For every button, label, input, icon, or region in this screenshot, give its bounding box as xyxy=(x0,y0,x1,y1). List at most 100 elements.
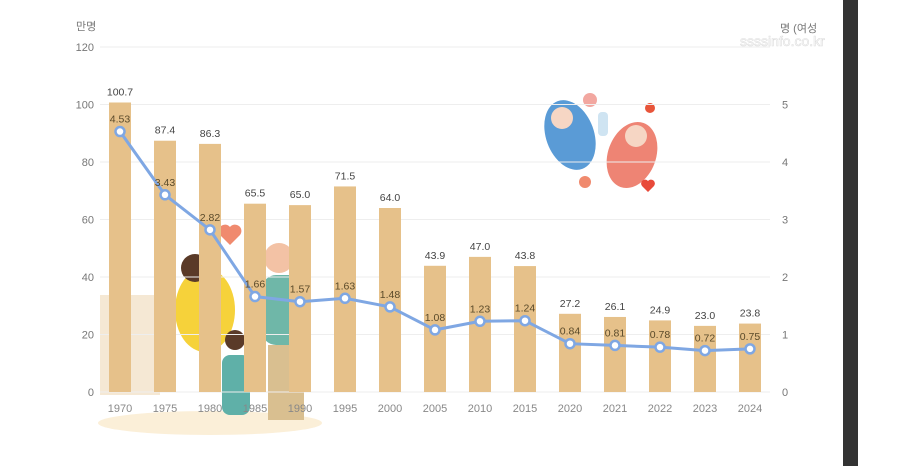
line-label-2000: 1.48 xyxy=(380,289,401,301)
x-tick-label: 2010 xyxy=(468,403,492,415)
bar-2000 xyxy=(379,208,401,392)
scrollbar-strip xyxy=(843,0,858,466)
left-tick-label: 80 xyxy=(82,157,94,169)
line-label-2015: 1.24 xyxy=(515,303,536,315)
line-label-2021: 0.81 xyxy=(605,327,626,339)
line-point-2022 xyxy=(654,341,666,353)
bar-label-1995: 71.5 xyxy=(335,170,356,182)
line-point-2005 xyxy=(429,324,441,336)
line-label-1980: 2.82 xyxy=(200,212,221,224)
line-label-2022: 0.78 xyxy=(650,329,671,341)
left-tick-label: 0 xyxy=(88,387,94,399)
heart-icon xyxy=(641,179,655,192)
right-tick-label: 0 xyxy=(782,387,788,399)
line-point-1980 xyxy=(204,224,216,236)
bar-2015 xyxy=(514,266,536,392)
bar-1980 xyxy=(199,143,221,392)
right-tick-label: 4 xyxy=(782,157,788,169)
x-tick-label: 1990 xyxy=(288,403,312,415)
bar-label-1970: 100.7 xyxy=(107,86,133,98)
line-point-2015 xyxy=(519,314,531,327)
bar-1970 xyxy=(109,102,131,393)
x-tick-label: 2024 xyxy=(738,403,762,415)
bar-2022 xyxy=(649,320,671,392)
baby-face-illustration xyxy=(625,125,647,147)
left-tick-label: 100 xyxy=(76,100,94,112)
x-tick-label: 2000 xyxy=(378,403,402,415)
line-point-2010 xyxy=(474,315,486,328)
bar-label-2010: 47.0 xyxy=(470,241,491,253)
bar-label-2000: 64.0 xyxy=(380,192,401,204)
line-point-2000 xyxy=(384,301,396,313)
left-tick-label: 60 xyxy=(82,215,94,227)
line-label-1990: 1.57 xyxy=(290,284,311,296)
x-tick-label: 2015 xyxy=(513,403,537,415)
bar-2020 xyxy=(559,313,581,392)
line-point-1990 xyxy=(294,295,306,308)
x-tick-label: 2005 xyxy=(423,403,447,415)
line-point-2020 xyxy=(564,337,576,350)
right-tick-label: 5 xyxy=(782,100,788,112)
bar-label-1985: 65.5 xyxy=(245,188,266,200)
bar-label-2020: 27.2 xyxy=(560,298,581,310)
x-tick-label: 2020 xyxy=(558,403,582,415)
x-tick-label: 2021 xyxy=(603,403,627,415)
line-point-1970 xyxy=(114,125,126,138)
bar-2024 xyxy=(739,323,761,392)
bar-label-2024: 23.8 xyxy=(740,308,761,320)
bar-label-2021: 26.1 xyxy=(605,301,626,313)
bar-2023 xyxy=(694,325,716,392)
bar-1995 xyxy=(334,186,356,392)
line-label-2023: 0.72 xyxy=(695,333,716,345)
x-tick-label: 1980 xyxy=(198,403,222,415)
heart-icon xyxy=(218,224,242,245)
right-axis-unit: 명 (여성 xyxy=(780,22,817,35)
floor-shadow xyxy=(98,411,322,435)
line-point-1975 xyxy=(159,189,171,201)
right-tick-label: 2 xyxy=(782,272,788,284)
bar-label-2015: 43.8 xyxy=(515,250,536,262)
father-head-illustration xyxy=(264,243,294,273)
line-point-2024 xyxy=(744,343,756,355)
baby-blue-illustration xyxy=(544,100,596,170)
line-point-2021 xyxy=(609,339,621,352)
line-label-2010: 1.23 xyxy=(470,303,491,315)
flower-icon xyxy=(579,176,591,188)
x-tick-label: 1970 xyxy=(108,403,132,415)
x-tick-label: 2023 xyxy=(693,403,717,415)
bar-label-2023: 23.0 xyxy=(695,310,716,322)
line-point-2023 xyxy=(699,344,711,357)
x-tick-label: 2022 xyxy=(648,403,672,415)
left-tick-label: 120 xyxy=(76,42,94,54)
bar-label-1975: 87.4 xyxy=(155,125,176,137)
x-tick-label: 1995 xyxy=(333,403,357,415)
bar-label-2005: 43.9 xyxy=(425,250,446,262)
child-head-illustration xyxy=(225,330,245,350)
line-label-1970: 4.53 xyxy=(110,114,131,126)
bar-label-1990: 65.0 xyxy=(290,189,311,201)
line-label-1985: 1.66 xyxy=(245,279,266,291)
bar-2021 xyxy=(604,316,626,392)
watermark: ssssinfo.co.kr xyxy=(740,33,825,49)
left-tick-label: 20 xyxy=(82,330,94,342)
child-illustration xyxy=(222,355,250,415)
line-point-1985 xyxy=(249,290,261,303)
left-tick-label: 40 xyxy=(82,272,94,284)
baby-face-illustration xyxy=(551,107,573,129)
bottle-icon xyxy=(598,112,608,136)
bar-1975 xyxy=(154,140,176,392)
line-label-2020: 0.84 xyxy=(560,326,581,338)
bar-label-1980: 86.3 xyxy=(200,128,221,140)
bar-label-2022: 24.9 xyxy=(650,304,671,316)
left-axis-unit: 만명 xyxy=(76,20,96,33)
line-label-1995: 1.63 xyxy=(335,280,356,292)
line-label-2005: 1.08 xyxy=(425,312,446,324)
x-tick-label: 1975 xyxy=(153,403,177,415)
right-tick-label: 3 xyxy=(782,215,788,227)
line-point-1995 xyxy=(339,292,351,305)
flower-icon xyxy=(645,103,655,113)
right-tick-label: 1 xyxy=(782,330,788,342)
flower-icon xyxy=(583,93,597,107)
